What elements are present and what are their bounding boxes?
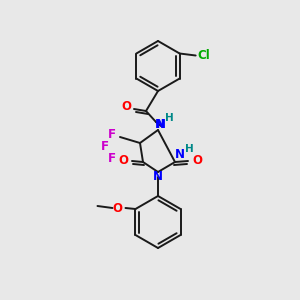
- Text: F: F: [101, 140, 109, 152]
- Text: Cl: Cl: [197, 49, 210, 62]
- Text: H: H: [165, 113, 173, 123]
- Text: N: N: [156, 118, 166, 131]
- Text: H: H: [184, 144, 194, 154]
- Text: N: N: [153, 169, 163, 182]
- Text: O: O: [121, 100, 131, 113]
- Text: N: N: [155, 118, 165, 130]
- Text: F: F: [108, 128, 116, 142]
- Text: F: F: [108, 152, 116, 164]
- Text: O: O: [118, 154, 128, 166]
- Text: N: N: [175, 148, 185, 161]
- Text: O: O: [112, 202, 122, 214]
- Text: O: O: [192, 154, 202, 166]
